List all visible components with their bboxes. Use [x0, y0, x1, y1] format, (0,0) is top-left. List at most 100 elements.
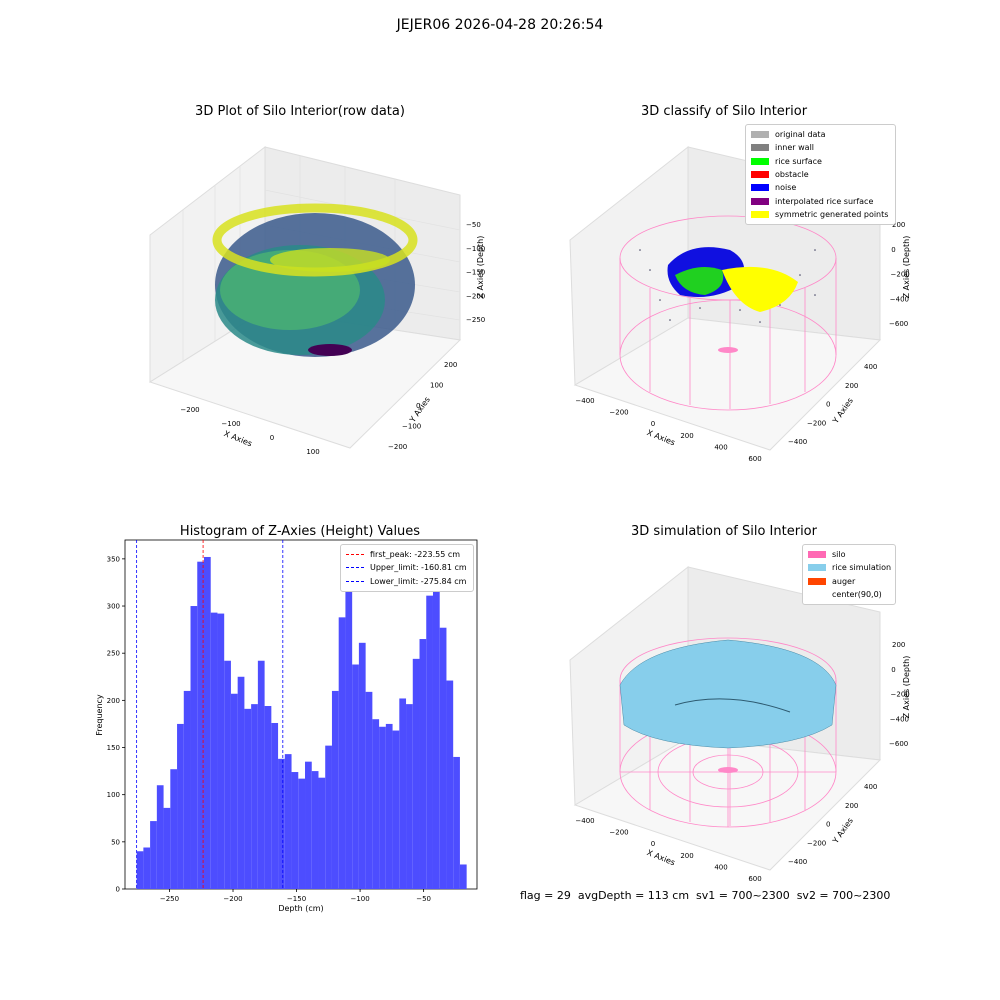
z-tick-label: −50	[466, 221, 481, 229]
histogram-bar	[156, 785, 164, 889]
histogram-x-tick-label: −50	[416, 895, 431, 903]
legend-label: rice simulation	[832, 563, 892, 573]
histogram-legend-entry: Upper_limit: -160.81 cm	[346, 561, 468, 574]
histogram-x-tick-label: −250	[160, 895, 179, 903]
histogram-y-tick-label: 250	[107, 650, 120, 658]
legend-entry: original data	[751, 128, 890, 141]
x-axis-label: X Axies	[223, 429, 254, 448]
x-tick-label: −200	[180, 406, 199, 414]
legend-label: Lower_limit: -275.84 cm	[370, 576, 467, 586]
legend-entry: rice surface	[751, 155, 890, 168]
z-tick-label: −200	[891, 271, 910, 279]
histogram-y-tick-label: 150	[107, 744, 120, 752]
y-tick-label: 0	[416, 402, 420, 410]
y-tick-label: −400	[788, 858, 807, 866]
histogram-legend-entry: first_peak: -223.55 cm	[346, 548, 468, 561]
histogram-bar	[230, 693, 238, 889]
histogram-bar	[217, 613, 225, 889]
histogram-x-tick-label: −100	[350, 895, 369, 903]
z-tick-label: −200	[891, 691, 910, 699]
z-tick-label: −100	[466, 245, 485, 253]
histogram-bar	[298, 778, 306, 889]
y-tick-label: 0	[826, 401, 830, 409]
histogram-bar	[264, 706, 272, 889]
z-axis-label: Z Axies (Depth)	[902, 236, 911, 299]
histogram-bar	[163, 807, 171, 889]
classify-legend: original data inner wall rice surface obsta…	[745, 124, 896, 226]
histogram-x-tick-label: −200	[223, 895, 242, 903]
legend-color-swatch	[751, 131, 769, 139]
x-axis-label: X Axies	[646, 428, 677, 447]
histogram-bar	[251, 704, 258, 889]
legend-label: obstacle	[775, 170, 809, 180]
histogram-bar	[257, 660, 265, 889]
legend-color-swatch	[751, 171, 769, 179]
y-tick-label: 400	[864, 783, 877, 791]
x-tick-label: −200	[609, 829, 628, 837]
x-tick-label: 0	[270, 434, 274, 442]
legend-label: rice surface	[775, 156, 822, 166]
histogram-bar	[224, 660, 231, 889]
histogram-bar	[278, 758, 285, 889]
y-axis-label: Y Axies	[830, 816, 855, 846]
x-tick-label: 600	[748, 455, 761, 463]
histogram-bar	[399, 698, 407, 889]
y-tick-label: −200	[807, 839, 826, 847]
x-tick-label: 400	[714, 443, 727, 451]
histogram-bar	[446, 680, 454, 889]
legend-color-swatch	[808, 577, 826, 585]
legend-label: Upper_limit: -160.81 cm	[370, 563, 467, 573]
simulation-legend: silo rice simulation auger center(90,0)	[802, 544, 896, 606]
histogram-bar	[453, 756, 460, 889]
x-tick-label: 0	[651, 840, 655, 848]
raw-yellow-band	[270, 248, 390, 272]
x-tick-label: 400	[714, 863, 727, 871]
y-tick-label: −200	[388, 443, 407, 451]
legend-line-swatch	[346, 580, 364, 582]
histogram-bar	[190, 606, 198, 889]
z-tick-label: 0	[891, 666, 895, 674]
legend-entry: symmetric generated points	[751, 208, 890, 221]
y-tick-label: 0	[826, 821, 830, 829]
histogram-bar	[237, 676, 245, 889]
histogram-bar	[372, 719, 380, 889]
legend-label: first_peak: -223.55 cm	[370, 550, 461, 560]
legend-color-swatch	[751, 197, 769, 205]
histogram-bar	[170, 769, 178, 889]
histogram-bar	[352, 664, 359, 889]
classify-rice-surface-cluster	[675, 266, 724, 295]
y-tick-label: −400	[788, 438, 807, 446]
histogram-bar	[459, 864, 467, 889]
z-tick-label: 200	[892, 221, 905, 229]
histogram-bar	[439, 627, 447, 889]
legend-entry: rice simulation	[808, 561, 892, 574]
z-tick-label: 200	[892, 641, 905, 649]
histogram-x-tick-label: −150	[287, 895, 306, 903]
histogram-bar	[338, 617, 346, 889]
legend-entry: auger	[808, 575, 890, 588]
x-axis-label: X Axies	[646, 848, 677, 867]
x-tick-label: 100	[306, 448, 319, 456]
legend-label: inner wall	[775, 143, 815, 153]
histogram-y-label: Frequency	[95, 694, 104, 736]
y-tick-label: −200	[807, 419, 826, 427]
classify-panel-title: 3D classify of Silo Interior	[640, 104, 808, 119]
histogram-legend-entry: Lower_limit: -275.84 cm	[346, 575, 468, 588]
y-tick-label: 400	[864, 363, 877, 371]
histogram-bar	[419, 639, 427, 889]
histogram-y-tick-label: 0	[116, 886, 120, 894]
histogram-bar	[318, 777, 326, 889]
legend-color-swatch	[751, 157, 769, 165]
raw-floor-pane	[148, 309, 462, 449]
z-axis-label: Z Axies (Depth)	[476, 236, 485, 299]
z-tick-label: −600	[889, 740, 908, 748]
classify-silo-wireframe	[619, 215, 837, 411]
histogram-bar	[203, 556, 211, 889]
histogram-bar	[136, 851, 144, 889]
legend-entry: inner wall	[751, 141, 890, 154]
raw-panel-title: 3D Plot of Silo Interior(row data)	[195, 104, 405, 119]
simulation-surface-ridge	[674, 698, 791, 713]
histogram-bar	[358, 642, 366, 889]
histogram-bar	[150, 821, 157, 889]
